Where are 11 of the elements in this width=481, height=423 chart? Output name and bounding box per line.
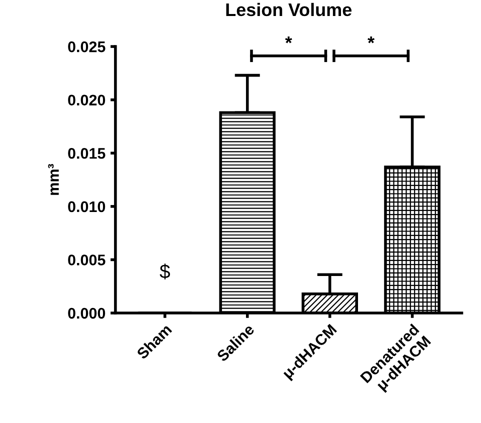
annotation: $ <box>160 264 170 280</box>
y-axis-title: mm³ <box>48 164 59 195</box>
y-tick-label: 0.025 <box>68 41 106 52</box>
chart-title: Lesion Volume <box>226 2 352 16</box>
y-tick-label: 0.000 <box>68 308 106 319</box>
text: * <box>368 36 375 44</box>
y-tick-label: 0.015 <box>68 148 106 159</box>
y-tick-label: 0.020 <box>68 94 106 106</box>
y-tick-label: 0.010 <box>68 201 106 212</box>
text: * <box>285 36 292 44</box>
y-tick-label: 0.005 <box>68 254 106 266</box>
